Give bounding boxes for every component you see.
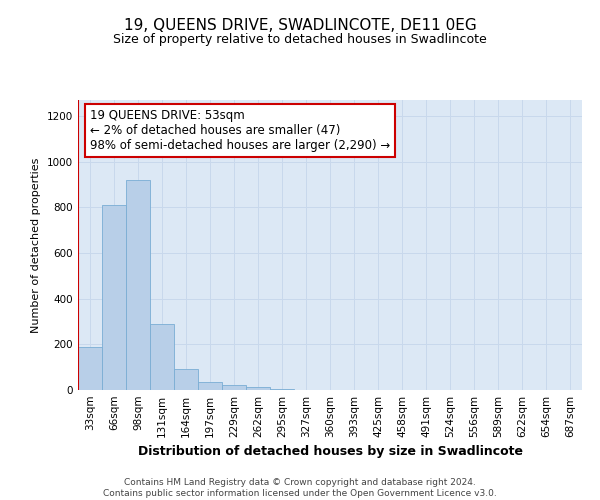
Y-axis label: Number of detached properties: Number of detached properties — [31, 158, 41, 332]
Bar — [150, 324, 174, 390]
Bar — [174, 370, 198, 390]
Text: Size of property relative to detached houses in Swadlincote: Size of property relative to detached ho… — [113, 32, 487, 46]
Text: 19 QUEENS DRIVE: 53sqm
← 2% of detached houses are smaller (47)
98% of semi-deta: 19 QUEENS DRIVE: 53sqm ← 2% of detached … — [90, 109, 390, 152]
Bar — [270, 389, 294, 390]
Bar — [78, 346, 102, 390]
Text: Contains HM Land Registry data © Crown copyright and database right 2024.
Contai: Contains HM Land Registry data © Crown c… — [103, 478, 497, 498]
X-axis label: Distribution of detached houses by size in Swadlincote: Distribution of detached houses by size … — [137, 446, 523, 458]
Bar — [222, 386, 246, 390]
Bar — [102, 205, 126, 390]
Bar — [246, 386, 270, 390]
Bar — [126, 180, 150, 390]
Text: 19, QUEENS DRIVE, SWADLINCOTE, DE11 0EG: 19, QUEENS DRIVE, SWADLINCOTE, DE11 0EG — [124, 18, 476, 32]
Bar — [198, 382, 222, 390]
